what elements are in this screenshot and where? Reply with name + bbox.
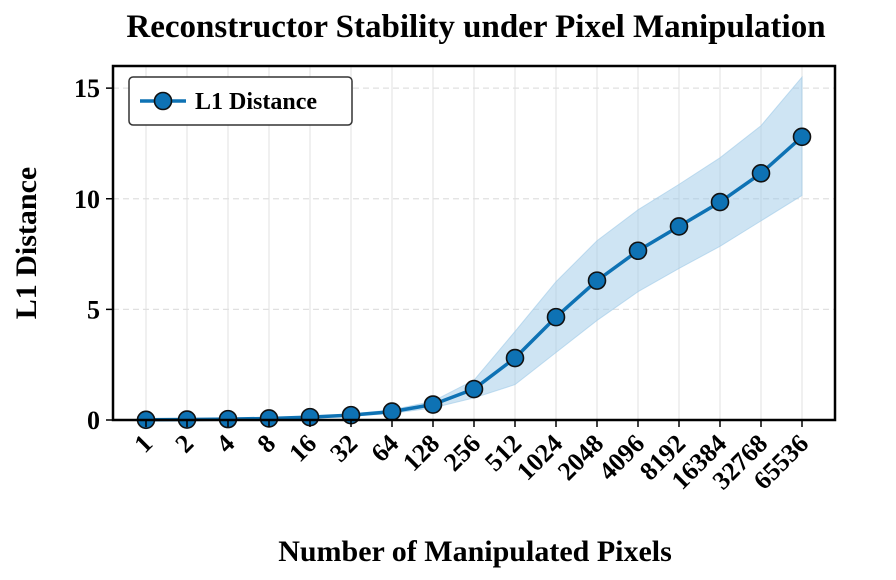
- data-point: [710, 192, 730, 212]
- x-axis-ticks: 1 2 4 8 16 32 64128256512102420484096819216384…: [129, 420, 814, 495]
- x-tick-label: 256: [438, 429, 486, 477]
- x-axis-label: Number of Manipulated Pixels: [278, 535, 672, 568]
- data-point: [382, 402, 402, 421]
- x-tick-label: 32: [324, 429, 363, 468]
- legend: L1 Distance: [128, 76, 353, 126]
- data-point: [423, 395, 443, 414]
- legend-box: [128, 76, 353, 126]
- y-tick-label: 0: [87, 406, 100, 435]
- y-axis-label: L1 Distance: [10, 167, 43, 320]
- data-point: [792, 127, 812, 147]
- y-tick-label: 5: [87, 295, 100, 324]
- data-point: [505, 348, 525, 368]
- data-point: [628, 241, 648, 261]
- data-point: [546, 307, 566, 327]
- data-point: [587, 271, 607, 290]
- data-point: [464, 379, 484, 399]
- y-axis-ticks: 0 5 10 15: [74, 74, 113, 435]
- x-tick-label: 8: [252, 429, 282, 459]
- y-tick-label: 15: [74, 74, 100, 103]
- x-tick-label: 64: [365, 429, 404, 468]
- x-tick-label: 1: [129, 429, 159, 459]
- x-tick-label: 16: [283, 429, 322, 468]
- x-tick-label: 4: [211, 429, 241, 459]
- data-point: [751, 164, 771, 183]
- legend-label: L1 Distance: [195, 89, 317, 115]
- y-tick-label: 10: [74, 185, 100, 214]
- x-tick-label: 128: [397, 429, 445, 477]
- legend-marker-swatch: [153, 91, 173, 111]
- data-point: [669, 217, 689, 236]
- x-tick-label: 2: [170, 429, 200, 459]
- series-points-layer: [136, 127, 812, 430]
- chart-title: Reconstructor Stability under Pixel Mani…: [126, 9, 825, 45]
